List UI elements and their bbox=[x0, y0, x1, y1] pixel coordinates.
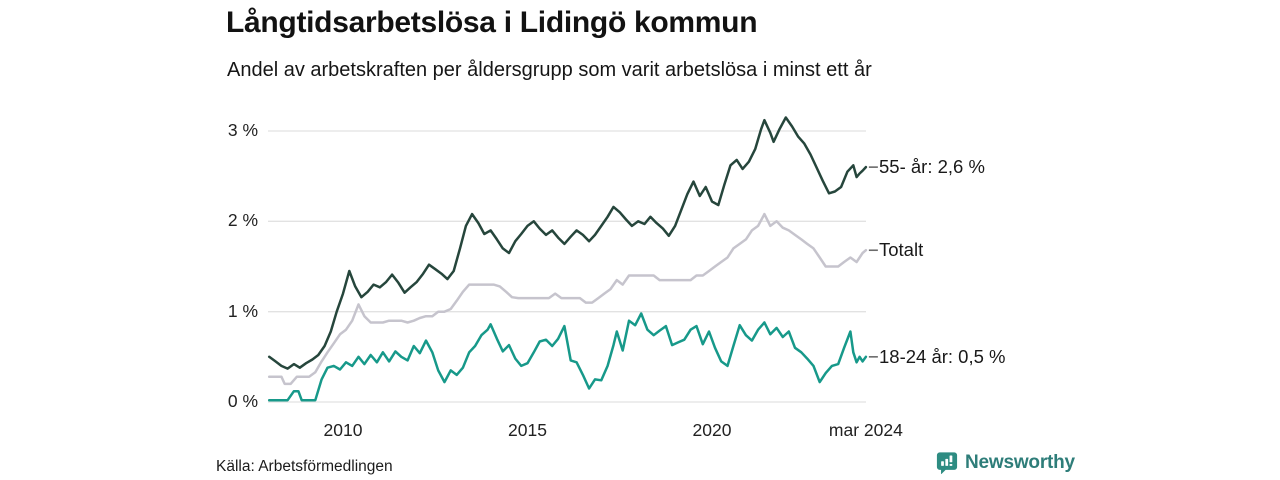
brand-logo: Newsworthy bbox=[936, 451, 1075, 474]
source-note: Källa: Arbetsförmedlingen bbox=[216, 458, 393, 475]
series-line-55-ar bbox=[267, 116, 868, 370]
newsworthy-icon bbox=[936, 452, 958, 474]
series-line-18-24-ar bbox=[267, 312, 868, 402]
brand-name: Newsworthy bbox=[965, 451, 1075, 473]
chart-subtitle: Andel av arbetskraften per åldersgrupp s… bbox=[227, 59, 872, 81]
chart-title: Långtidsarbetslösa i Lidingö kommun bbox=[226, 6, 758, 39]
series-line-totalt bbox=[267, 212, 868, 386]
